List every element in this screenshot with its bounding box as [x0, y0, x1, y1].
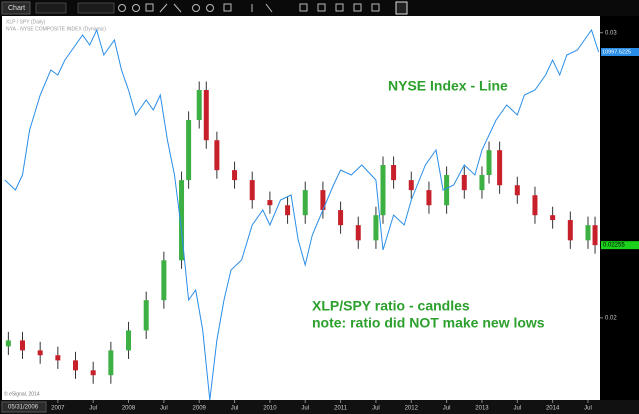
last-price-label: 0.02255	[603, 243, 625, 249]
candle-body	[196, 90, 202, 120]
candle-body	[373, 215, 379, 241]
candle-body	[461, 175, 467, 191]
candle-body	[73, 360, 79, 371]
icon[interactable]	[299, 3, 308, 12]
x-tick-label: 2014	[546, 406, 560, 412]
footer: © eSignal, 2014	[4, 390, 40, 397]
x-tick-label: 2013	[475, 406, 489, 412]
annotation: note: ratio did NOT make new lows	[312, 315, 545, 331]
candle-body	[514, 185, 520, 196]
x-tick-label: Jul	[231, 406, 239, 412]
icon[interactable]	[159, 3, 168, 13]
candle-body	[532, 195, 538, 216]
candle-body	[408, 180, 414, 191]
icon[interactable]	[132, 4, 140, 12]
x-tick-label: 2009	[193, 406, 207, 412]
icon[interactable]	[265, 3, 273, 13]
symbol-input[interactable]	[35, 2, 67, 14]
x-tick-label: 2011	[334, 406, 348, 412]
candle-body	[267, 200, 273, 206]
candle-body	[232, 170, 238, 181]
candle-body	[585, 225, 591, 241]
candle-body	[179, 180, 185, 261]
candle-body	[108, 350, 114, 376]
candle-body	[479, 175, 485, 191]
x-tick-label: Jul	[160, 406, 168, 412]
x-tick-label: Jul	[513, 406, 521, 412]
candle-body	[214, 140, 220, 171]
x-tick-label: 2007	[51, 406, 65, 412]
plot-area	[2, 16, 600, 400]
icon[interactable]	[317, 3, 326, 12]
annotation: XLP/SPY ratio - candles	[312, 298, 470, 314]
icon[interactable]	[371, 3, 380, 12]
candle-body	[126, 330, 132, 351]
candle-body	[55, 355, 61, 361]
candle-body	[19, 340, 25, 351]
candle-body	[249, 180, 255, 201]
x-tick-label: 2008	[122, 406, 136, 412]
candle-body	[338, 210, 344, 226]
candle-body	[550, 215, 556, 221]
start-date-box[interactable]	[1, 401, 47, 413]
candle-body	[444, 175, 450, 206]
legend-entry: XLP / SPY (Daily)	[6, 19, 46, 25]
icon[interactable]	[173, 3, 182, 13]
icon[interactable]	[145, 3, 154, 12]
u-button[interactable]	[395, 1, 408, 15]
x-tick-label: Jul	[301, 406, 309, 412]
candle-body	[380, 165, 386, 216]
icon[interactable]	[353, 3, 362, 12]
y-tick-label: 0.03	[605, 30, 617, 36]
time-axis	[0, 400, 639, 414]
tab[interactable]	[1, 1, 31, 15]
annotation: NYSE Index - Line	[388, 78, 508, 94]
last-value-box	[601, 48, 639, 57]
candle-body	[161, 260, 167, 301]
last-value-label: 10997.5225	[602, 49, 631, 55]
candle-body	[497, 150, 503, 186]
candle-body	[37, 350, 43, 356]
candle-body	[186, 119, 192, 181]
candle-body	[592, 225, 598, 246]
icon[interactable]	[223, 3, 232, 12]
start-date: 05/31/2006	[8, 405, 39, 411]
last-price-box	[601, 241, 639, 250]
candle-body	[486, 150, 492, 176]
candle-body	[302, 190, 308, 216]
candle-body	[426, 190, 432, 206]
candle-body	[90, 370, 96, 376]
x-tick-label: Jul	[372, 406, 380, 412]
tab-label: Chart	[8, 5, 25, 12]
candle-body	[391, 165, 397, 181]
icon[interactable]	[118, 4, 126, 12]
candle-body	[5, 340, 11, 347]
legend-entry: NYA - NYSE COMPOSITE INDEX (Dynamic)	[6, 26, 106, 32]
candle-body	[285, 205, 291, 216]
icon[interactable]	[192, 4, 200, 12]
x-tick-label: 2010	[263, 406, 277, 412]
toolbar	[0, 0, 639, 16]
icon[interactable]	[206, 4, 214, 12]
x-tick-label: Jul	[443, 406, 451, 412]
y-tick-label: 0.02	[605, 315, 617, 321]
x-tick-label: Jul	[89, 406, 97, 412]
line-series	[4, 28, 600, 401]
toolbar-icons	[118, 3, 380, 13]
candle-body	[355, 225, 361, 241]
x-tick-label: Jul	[584, 406, 592, 412]
icon[interactable]	[335, 3, 344, 12]
candle-body	[203, 90, 209, 141]
x-tick-label: 2012	[405, 406, 419, 412]
candle-body	[320, 190, 326, 211]
price-axis	[600, 16, 639, 400]
candle-body	[567, 220, 573, 241]
interval-input[interactable]	[77, 2, 115, 14]
candle-body	[143, 300, 149, 331]
